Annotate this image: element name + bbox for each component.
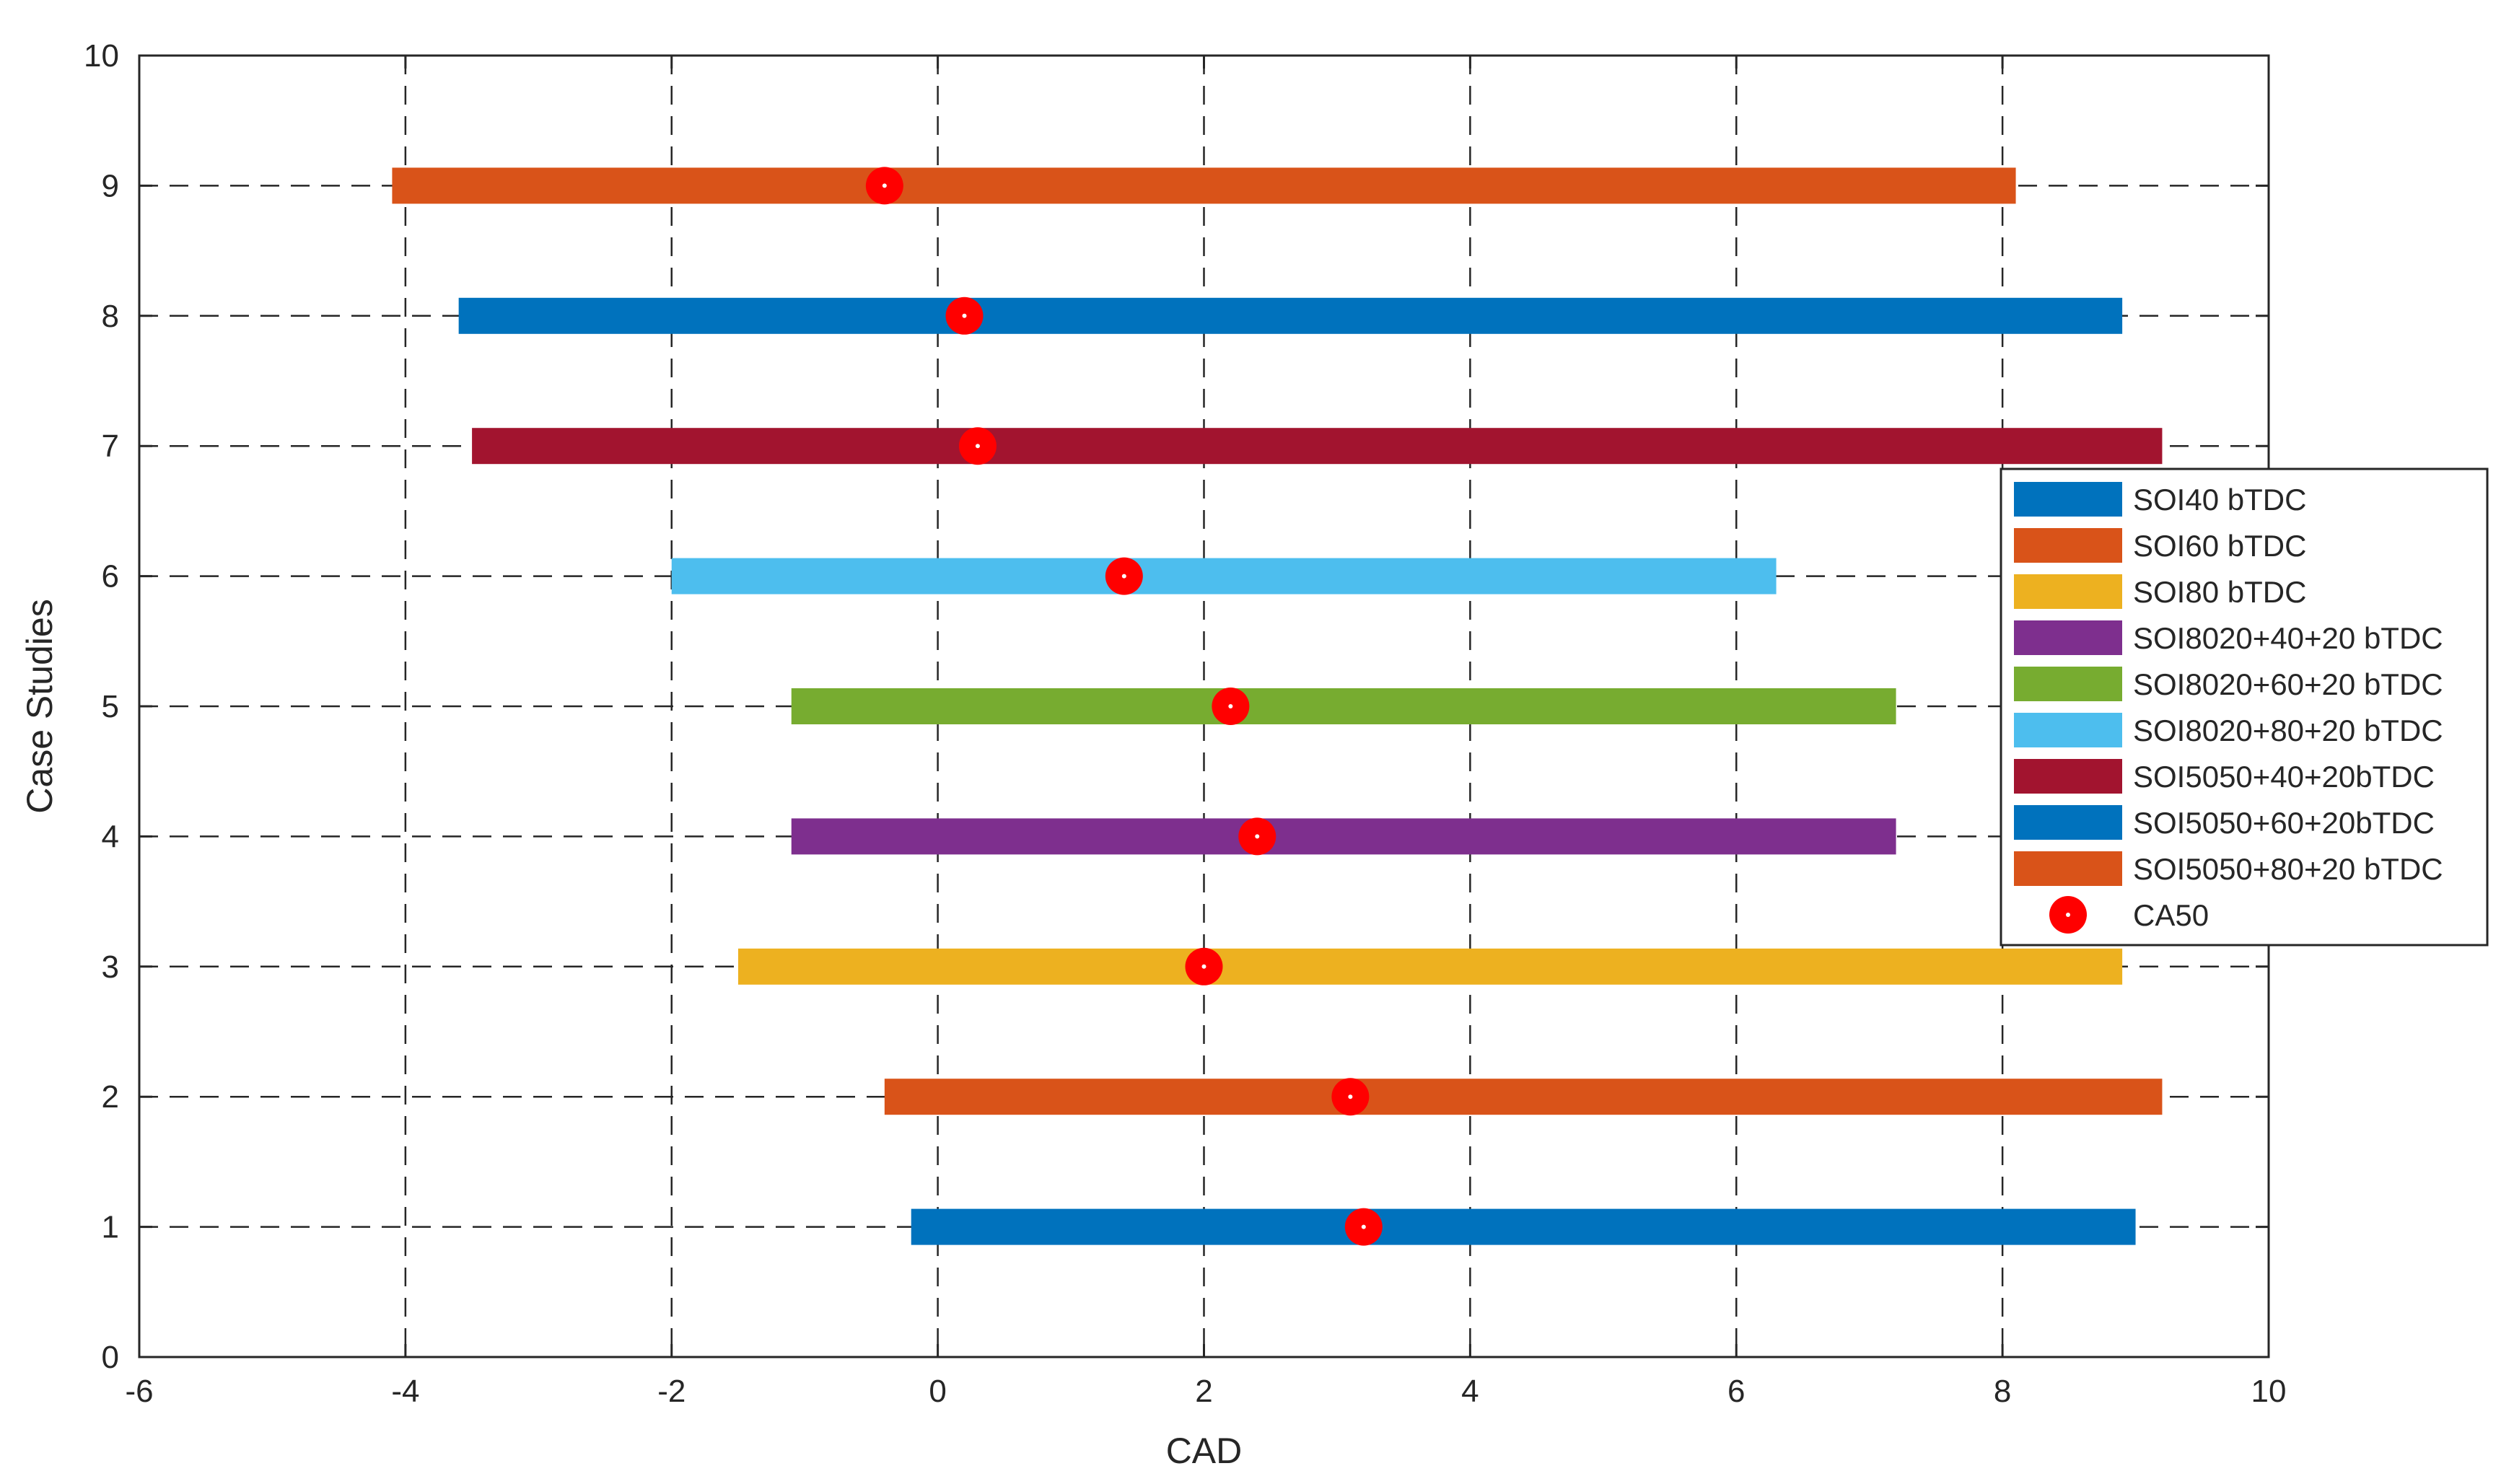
bar-layer — [392, 167, 2163, 1245]
bar-case-8 — [458, 297, 2123, 334]
legend: SOI40 bTDC SOI60 bTDC SOI80 bTDC SOI8020+40… — [2000, 467, 2489, 947]
y-tick-label: 8 — [102, 299, 119, 334]
x-tick-label: -4 — [391, 1374, 419, 1409]
bar-case-7 — [472, 428, 2163, 465]
legend-label: SOI60 bTDC — [2133, 529, 2306, 563]
x-tick-label: 10 — [2251, 1374, 2287, 1409]
legend-swatch — [2014, 759, 2122, 794]
bar-case-6 — [671, 558, 1777, 594]
ca50-marker-center — [1121, 574, 1126, 579]
legend-label: SOI80 bTDC — [2133, 575, 2306, 609]
legend-swatch — [2014, 667, 2122, 701]
ca50-marker-center — [882, 183, 887, 188]
y-axis-title: Case Studies — [19, 599, 60, 813]
y-tick-label: 7 — [102, 429, 119, 464]
y-tick-label: 0 — [102, 1340, 119, 1375]
legend-label: SOI5050+80+20 bTDC — [2133, 852, 2443, 886]
ca50-marker-center — [1348, 1094, 1353, 1099]
legend-swatch — [2014, 620, 2122, 655]
legend-swatch — [2014, 528, 2122, 563]
x-tick-label: 4 — [1461, 1374, 1479, 1409]
ca50-marker-center — [1228, 704, 1233, 708]
legend-label: SOI8020+40+20 bTDC — [2133, 621, 2443, 655]
y-tick-label: 3 — [102, 949, 119, 985]
marker-layer — [865, 167, 1383, 1246]
x-tick-label: -6 — [125, 1374, 153, 1409]
x-tick-label: -2 — [657, 1374, 686, 1409]
legend-swatch — [2014, 851, 2122, 886]
legend-swatch — [2014, 574, 2122, 609]
x-tick-label: 6 — [1727, 1374, 1745, 1409]
y-tick-label: 10 — [84, 38, 119, 74]
x-tick-label: 8 — [1994, 1374, 2011, 1409]
y-tick-label: 5 — [102, 689, 119, 724]
bar-case-1 — [911, 1208, 2136, 1245]
ca50-marker-center — [962, 313, 967, 318]
bar-case-9 — [392, 167, 2016, 204]
bar-case-5 — [791, 688, 1896, 724]
y-tick-label: 2 — [102, 1079, 119, 1115]
y-tick-label: 9 — [102, 168, 119, 203]
y-tick-label: 6 — [102, 559, 119, 594]
legend-marker-center — [2066, 913, 2070, 917]
y-tick-label: 1 — [102, 1210, 119, 1245]
ca50-marker-center — [1201, 964, 1206, 969]
legend-label: SOI5050+40+20bTDC — [2133, 760, 2435, 794]
legend-label: SOI8020+60+20 bTDC — [2133, 667, 2443, 701]
legend-swatch — [2014, 713, 2122, 747]
legend-swatch — [2014, 805, 2122, 840]
bar-case-2 — [884, 1079, 2163, 1115]
x-tick-label: 0 — [929, 1374, 946, 1409]
x-tick-label: 2 — [1195, 1374, 1212, 1409]
bar-case-4 — [791, 818, 1896, 855]
y-tick-label: 4 — [102, 819, 119, 854]
legend-label: SOI5050+60+20bTDC — [2133, 806, 2435, 840]
ca50-marker-center — [975, 444, 980, 449]
legend-label: CA50 — [2133, 898, 2209, 932]
ca50-marker-center — [1255, 834, 1260, 839]
x-axis-title: CAD — [1166, 1431, 1243, 1471]
bar-case-3 — [737, 948, 2123, 985]
ca50-marker-center — [1361, 1224, 1366, 1229]
legend-label: SOI40 bTDC — [2133, 483, 2306, 517]
legend-label: SOI8020+80+20 bTDC — [2133, 714, 2443, 747]
legend-swatch — [2014, 482, 2122, 517]
